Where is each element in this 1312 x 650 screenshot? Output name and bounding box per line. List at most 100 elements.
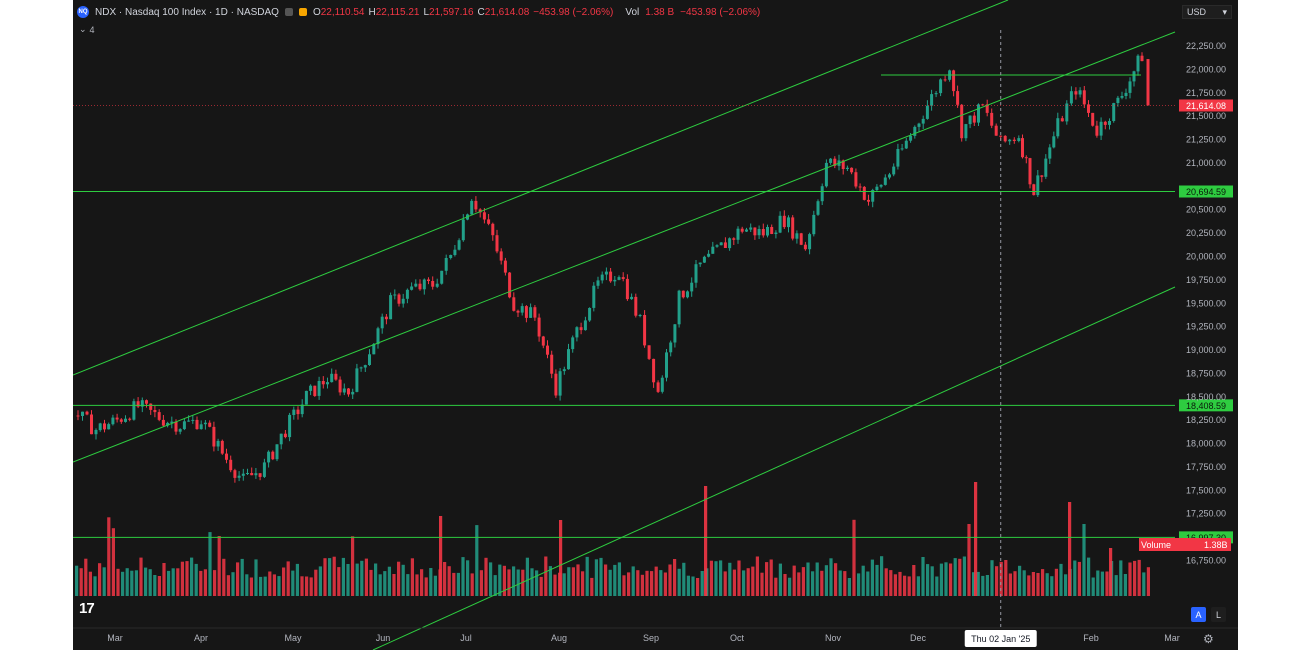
symbol-badge-icon[interactable]: NQ [77, 6, 89, 18]
candle-body [1012, 139, 1016, 141]
volume-bar [88, 571, 92, 596]
candle-body [621, 277, 625, 279]
volume-bar [709, 560, 713, 596]
x-tick-label: Jul [460, 633, 472, 643]
candle-body [558, 371, 562, 396]
volume-bar [765, 562, 769, 596]
symbol-header: NQ NDX · Nasdaq 100 Index · 1D · NASDAQ … [77, 4, 760, 20]
trend-channel-line[interactable] [73, 0, 1009, 376]
volume-bar [594, 559, 598, 596]
log-scale-button[interactable]: L [1211, 607, 1226, 622]
volume-bar [378, 574, 382, 596]
volume-bar [144, 567, 148, 596]
ohlc-value: 22,115.21 [375, 6, 420, 18]
currency-select[interactable]: USD ▾ [1182, 5, 1232, 19]
candle-body [410, 286, 414, 290]
chart-frame[interactable]: 20,694.59 18,408.59 16,997.30 21,614.08 Volu… [73, 0, 1238, 650]
volume-bar [139, 557, 143, 596]
candle-body [900, 148, 904, 150]
volume-bar [700, 571, 704, 596]
candle-body [363, 365, 367, 368]
volume-bar [162, 563, 166, 596]
candle-body [491, 223, 495, 236]
volume-bar [760, 572, 764, 596]
indicators-toggle[interactable]: ⌄ 4 [79, 24, 95, 35]
symbol-title[interactable]: NDX · Nasdaq 100 Index · 1D · NASDAQ [95, 6, 279, 18]
volume-bar [567, 567, 571, 596]
x-tick-label: Jun [376, 633, 391, 643]
candle-body [634, 296, 638, 316]
candle-body [871, 190, 875, 202]
candle-body [541, 336, 545, 346]
status-icon [284, 8, 293, 16]
volume-bar [939, 563, 943, 596]
candle-body [267, 451, 271, 463]
volume-bar [548, 566, 552, 596]
volume-bar [870, 559, 874, 596]
volume-bar [1068, 502, 1072, 596]
volume-bar [406, 574, 410, 596]
candle-body [952, 70, 956, 92]
candle-body [427, 279, 430, 281]
candle-body [461, 219, 465, 241]
volume-bar [1123, 574, 1127, 596]
candle-body [939, 79, 943, 94]
market-status-icon [298, 8, 307, 16]
level-price-label: 20,694.59 [1186, 187, 1226, 197]
ohlc-item: L21,597.16 [423, 7, 473, 18]
trend-channel-line[interactable] [73, 31, 1176, 463]
volume-bar [420, 569, 424, 596]
x-tick-label: Sep [643, 633, 659, 643]
volume-bar [581, 571, 585, 596]
volume-bar [429, 568, 433, 596]
candle-body [136, 401, 140, 407]
candle-body [686, 291, 689, 298]
candle-body [698, 262, 702, 265]
y-tick-label: 17,500.00 [1186, 485, 1226, 495]
candle-body [994, 125, 998, 136]
volume-bar [130, 570, 134, 596]
candle-body [288, 414, 292, 438]
volume-bar [300, 576, 304, 596]
volume-bar [461, 557, 465, 596]
candle-body [524, 306, 528, 318]
candle-body [1095, 125, 1099, 136]
gear-icon[interactable]: ⚙ [1203, 632, 1214, 646]
candle-body [309, 385, 313, 391]
candle-body [90, 414, 93, 435]
volume-bar [930, 566, 934, 596]
candle-body [921, 118, 925, 124]
x-tick-label: Dec [910, 633, 927, 643]
auto-scale-button[interactable]: A [1191, 607, 1206, 622]
candle-body [372, 344, 376, 355]
y-tick-label: 19,000.00 [1186, 345, 1226, 355]
candle-body [342, 388, 346, 393]
y-tick-label: 21,500.00 [1186, 111, 1226, 121]
candle-body [111, 417, 115, 425]
volume-bar [539, 576, 543, 596]
candle-body [1103, 121, 1107, 125]
candle-body [418, 283, 422, 290]
volume-bar [958, 558, 962, 596]
y-tick-label: 18,250.00 [1186, 415, 1226, 425]
candle-body [313, 385, 317, 396]
volume-bar [226, 575, 230, 596]
candle-body [414, 283, 418, 287]
volume-bar [369, 569, 373, 596]
candle-body [879, 184, 883, 187]
trend-channel-line[interactable] [372, 286, 1176, 650]
candle-body [892, 166, 896, 175]
ohlc-key: L [423, 6, 430, 18]
candle-body [617, 277, 621, 280]
candle-body [596, 280, 600, 286]
level-price-tag [1179, 399, 1233, 412]
candle-body [888, 174, 891, 178]
candle-body [359, 367, 363, 369]
candle-body [803, 244, 807, 250]
candle-body [317, 381, 321, 396]
ohlc-value: 21,614.08 [484, 6, 530, 18]
candle-body [300, 404, 304, 415]
candle-body [533, 307, 537, 318]
volume-bar [967, 524, 971, 596]
price-chart[interactable]: 20,694.59 18,408.59 16,997.30 21,614.08 Volu… [73, 0, 1238, 650]
